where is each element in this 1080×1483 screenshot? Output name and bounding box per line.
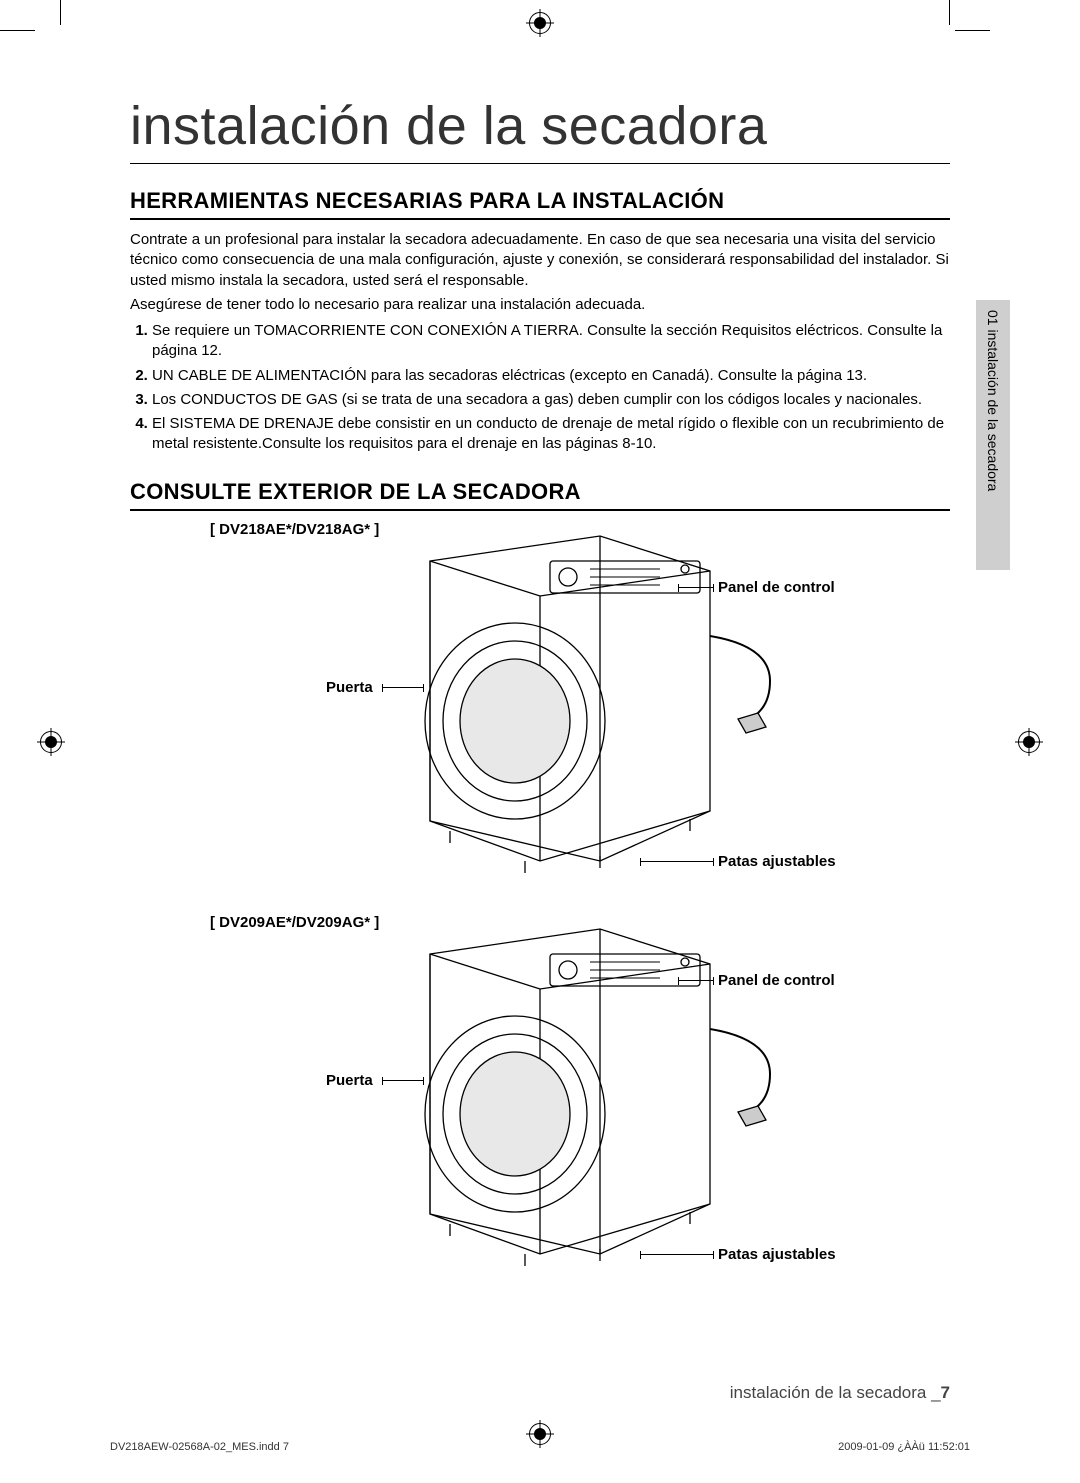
tools-list-item: Se requiere un TOMACORRIENTE CON CONEXIÓ…: [152, 321, 950, 362]
footer-page-number: 7: [941, 1383, 950, 1402]
page-content: instalación de la secadora HERRAMIENTAS …: [130, 95, 950, 1299]
callout-panel: Panel de control: [718, 972, 835, 989]
tools-paragraph-1: Contrate a un profesional para instalar …: [130, 230, 950, 291]
crop-mark: [955, 30, 990, 31]
callout-puerta: Puerta: [326, 1072, 373, 1089]
callout-leader: [678, 587, 714, 588]
dryer-diagram-1: [ DV218AE*/DV218AG* ]: [130, 521, 950, 906]
model-label: [ DV218AE*/DV218AG* ]: [210, 521, 379, 538]
tools-list-item: Los CONDUCTOS DE GAS (si se trata de una…: [152, 390, 950, 410]
crop-mark: [949, 0, 950, 25]
tools-list-item: El SISTEMA DE DRENAJE debe consistir en …: [152, 414, 950, 455]
tools-list-item: UN CABLE DE ALIMENTACIÓN para las secado…: [152, 366, 950, 386]
crop-mark: [0, 30, 35, 31]
footer-meta: DV218AEW-02568A-02_MES.indd 7 2009-01-09…: [110, 1441, 970, 1453]
dryer-diagram-2: [ DV209AE*/DV209AG* ] Pane: [130, 914, 950, 1299]
footer-date: 2009-01-09 ¿ÀÀü 11:52:01: [838, 1441, 970, 1453]
callout-panel: Panel de control: [718, 579, 835, 596]
callout-patas: Patas ajustables: [718, 853, 836, 870]
registration-mark-icon: [529, 12, 551, 34]
footer-file: DV218AEW-02568A-02_MES.indd 7: [110, 1441, 289, 1453]
exterior-heading: CONSULTE EXTERIOR DE LA SECADORA: [130, 479, 950, 511]
section-tab: 01 instalación de la secadora: [976, 300, 1010, 570]
footer-text: instalación de la secadora _: [730, 1383, 941, 1402]
registration-mark-icon: [1018, 731, 1040, 753]
callout-leader: [640, 1254, 714, 1255]
callout-leader: [678, 980, 714, 981]
page-title: instalación de la secadora: [130, 95, 950, 164]
registration-mark-icon: [40, 731, 62, 753]
callout-puerta: Puerta: [326, 679, 373, 696]
tools-heading: HERRAMIENTAS NECESARIAS PARA LA INSTALAC…: [130, 188, 950, 220]
crop-mark: [60, 0, 61, 25]
callout-leader: [382, 687, 424, 688]
page-footer: instalación de la secadora _7: [130, 1383, 950, 1403]
section-tab-label: 01 instalación de la secadora: [985, 310, 1001, 491]
callout-patas: Patas ajustables: [718, 1246, 836, 1263]
callout-leader: [382, 1080, 424, 1081]
model-label: [ DV209AE*/DV209AG* ]: [210, 914, 379, 931]
tools-list: Se requiere un TOMACORRIENTE CON CONEXIÓ…: [130, 321, 950, 455]
tools-paragraph-2: Asegúrese de tener todo lo necesario par…: [130, 295, 950, 315]
callout-leader: [640, 861, 714, 862]
